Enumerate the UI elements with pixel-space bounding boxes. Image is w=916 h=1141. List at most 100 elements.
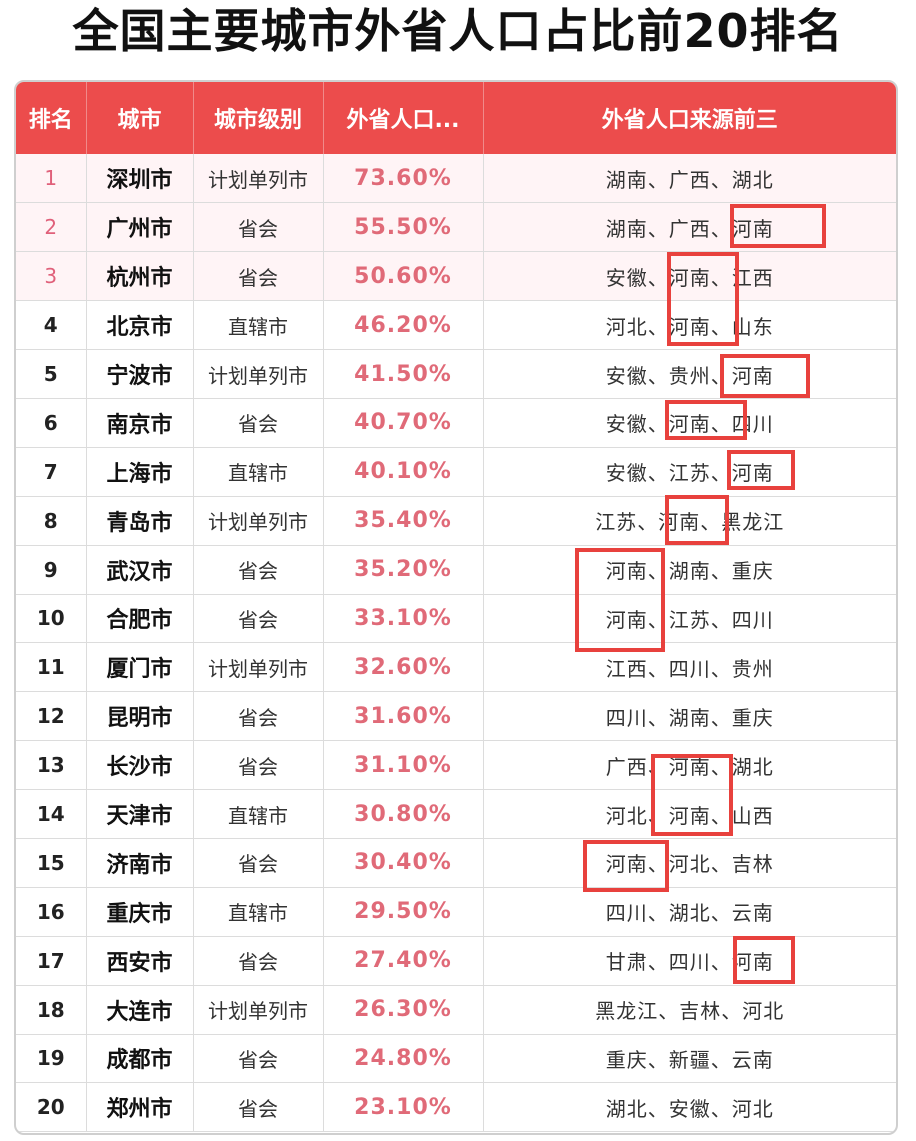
city-level-cell: 直辖市 xyxy=(193,789,324,839)
city-level-cell: 计划单列市 xyxy=(193,496,324,546)
header-outside-population-share: 外省人口... xyxy=(323,82,484,154)
percent-cell: 32.60% xyxy=(323,642,484,693)
city-level-cell: 省会 xyxy=(193,1034,324,1084)
source-provinces-cell: 河南、湖南、重庆 xyxy=(483,545,896,595)
table-row: 14 天津市 直辖市 30.80% 河北、河南、山西 xyxy=(16,789,896,839)
city-cell: 大连市 xyxy=(86,985,194,1035)
city-level-cell: 省会 xyxy=(193,545,324,595)
rank-cell: 19 xyxy=(16,1034,87,1084)
header-city: 城市 xyxy=(86,82,194,154)
source-provinces-cell: 湖南、广西、湖北 xyxy=(483,154,896,204)
city-cell: 长沙市 xyxy=(86,740,194,791)
percent-cell: 40.70% xyxy=(323,398,484,448)
city-cell: 北京市 xyxy=(86,300,194,351)
rank-cell: 3 xyxy=(16,251,87,302)
header-rank: 排名 xyxy=(16,82,87,154)
table-row: 4 北京市 直辖市 46.20% 河北、河南、山东 xyxy=(16,300,896,351)
percent-cell: 29.50% xyxy=(323,887,484,937)
percent-cell: 30.40% xyxy=(323,838,484,888)
table-row: 7 上海市 直辖市 40.10% 安徽、江苏、河南 xyxy=(16,447,896,497)
rank-cell: 9 xyxy=(16,545,87,595)
city-cell: 郑州市 xyxy=(86,1082,194,1133)
source-provinces-cell: 湖北、安徽、河北 xyxy=(483,1082,896,1133)
city-level-cell: 直辖市 xyxy=(193,447,324,497)
percent-cell: 26.30% xyxy=(323,985,484,1035)
rank-cell: 13 xyxy=(16,740,87,791)
source-provinces-cell: 河北、河南、山东 xyxy=(483,300,896,351)
city-cell: 青岛市 xyxy=(86,496,194,546)
city-level-cell: 计划单列市 xyxy=(193,985,324,1035)
rank-cell: 15 xyxy=(16,838,87,888)
percent-cell: 31.60% xyxy=(323,691,484,742)
city-cell: 天津市 xyxy=(86,789,194,839)
table-row: 16 重庆市 直辖市 29.50% 四川、湖北、云南 xyxy=(16,887,896,937)
city-level-cell: 省会 xyxy=(193,251,324,302)
rank-cell: 6 xyxy=(16,398,87,448)
rank-cell: 17 xyxy=(16,936,87,986)
rank-cell: 2 xyxy=(16,202,87,253)
rank-cell: 5 xyxy=(16,349,87,399)
table-row: 1 深圳市 计划单列市 73.60% 湖南、广西、湖北 xyxy=(16,154,896,204)
rank-cell: 7 xyxy=(16,447,87,497)
ranking-table: 排名 城市 城市级别 外省人口... 外省人口来源前三 1 深圳市 计划单列市 73.… xyxy=(16,82,896,1133)
percent-cell: 31.10% xyxy=(323,740,484,791)
percent-cell: 35.40% xyxy=(323,496,484,546)
city-cell: 厦门市 xyxy=(86,642,194,693)
city-cell: 西安市 xyxy=(86,936,194,986)
table-row: 3 杭州市 省会 50.60% 安徽、河南、江西 xyxy=(16,251,896,302)
source-provinces-cell: 河南、河北、吉林 xyxy=(483,838,896,888)
city-cell: 济南市 xyxy=(86,838,194,888)
source-provinces-cell: 江西、四川、贵州 xyxy=(483,642,896,693)
city-level-cell: 省会 xyxy=(193,838,324,888)
source-provinces-cell: 安徽、河南、四川 xyxy=(483,398,896,448)
percent-cell: 46.20% xyxy=(323,300,484,351)
source-provinces-cell: 河南、江苏、四川 xyxy=(483,594,896,644)
source-provinces-cell: 广西、河南、湖北 xyxy=(483,740,896,791)
source-provinces-cell: 重庆、新疆、云南 xyxy=(483,1034,896,1084)
percent-cell: 55.50% xyxy=(323,202,484,253)
city-level-cell: 计划单列市 xyxy=(193,642,324,693)
source-provinces-cell: 安徽、河南、江西 xyxy=(483,251,896,302)
city-level-cell: 直辖市 xyxy=(193,300,324,351)
rank-cell: 12 xyxy=(16,691,87,742)
table-row: 17 西安市 省会 27.40% 甘肃、四川、河南 xyxy=(16,936,896,986)
rank-cell: 11 xyxy=(16,642,87,693)
percent-cell: 24.80% xyxy=(323,1034,484,1084)
ranking-table-container: 排名 城市 城市级别 外省人口... 外省人口来源前三 1 深圳市 计划单列市 73.… xyxy=(14,80,898,1135)
rank-cell: 10 xyxy=(16,594,87,644)
city-cell: 广州市 xyxy=(86,202,194,253)
source-provinces-cell: 四川、湖南、重庆 xyxy=(483,691,896,742)
table-row: 9 武汉市 省会 35.20% 河南、湖南、重庆 xyxy=(16,545,896,595)
city-level-cell: 省会 xyxy=(193,594,324,644)
percent-cell: 41.50% xyxy=(323,349,484,399)
percent-cell: 33.10% xyxy=(323,594,484,644)
rank-cell: 18 xyxy=(16,985,87,1035)
city-level-cell: 省会 xyxy=(193,202,324,253)
city-level-cell: 计划单列市 xyxy=(193,349,324,399)
table-row: 8 青岛市 计划单列市 35.40% 江苏、河南、黑龙江 xyxy=(16,496,896,546)
table-row: 11 厦门市 计划单列市 32.60% 江西、四川、贵州 xyxy=(16,642,896,693)
city-level-cell: 省会 xyxy=(193,936,324,986)
source-provinces-cell: 甘肃、四川、河南 xyxy=(483,936,896,986)
source-provinces-cell: 黑龙江、吉林、河北 xyxy=(483,985,896,1035)
percent-cell: 35.20% xyxy=(323,545,484,595)
city-cell: 深圳市 xyxy=(86,154,194,204)
table-row: 2 广州市 省会 55.50% 湖南、广西、河南 xyxy=(16,202,896,253)
city-cell: 重庆市 xyxy=(86,887,194,937)
source-provinces-cell: 江苏、河南、黑龙江 xyxy=(483,496,896,546)
source-provinces-cell: 湖南、广西、河南 xyxy=(483,202,896,253)
page-title: 全国主要城市外省人口占比前20排名 xyxy=(72,4,844,58)
city-cell: 成都市 xyxy=(86,1034,194,1084)
source-provinces-cell: 安徽、贵州、河南 xyxy=(483,349,896,399)
rank-cell: 20 xyxy=(16,1082,87,1133)
source-provinces-cell: 安徽、江苏、河南 xyxy=(483,447,896,497)
source-provinces-cell: 四川、湖北、云南 xyxy=(483,887,896,937)
city-cell: 杭州市 xyxy=(86,251,194,302)
table-row: 5 宁波市 计划单列市 41.50% 安徽、贵州、河南 xyxy=(16,349,896,399)
city-level-cell: 直辖市 xyxy=(193,887,324,937)
table-row: 6 南京市 省会 40.70% 安徽、河南、四川 xyxy=(16,398,896,448)
rank-cell: 14 xyxy=(16,789,87,839)
table-row: 18 大连市 计划单列市 26.30% 黑龙江、吉林、河北 xyxy=(16,985,896,1035)
table-row: 20 郑州市 省会 23.10% 湖北、安徽、河北 xyxy=(16,1082,896,1133)
city-cell: 南京市 xyxy=(86,398,194,448)
